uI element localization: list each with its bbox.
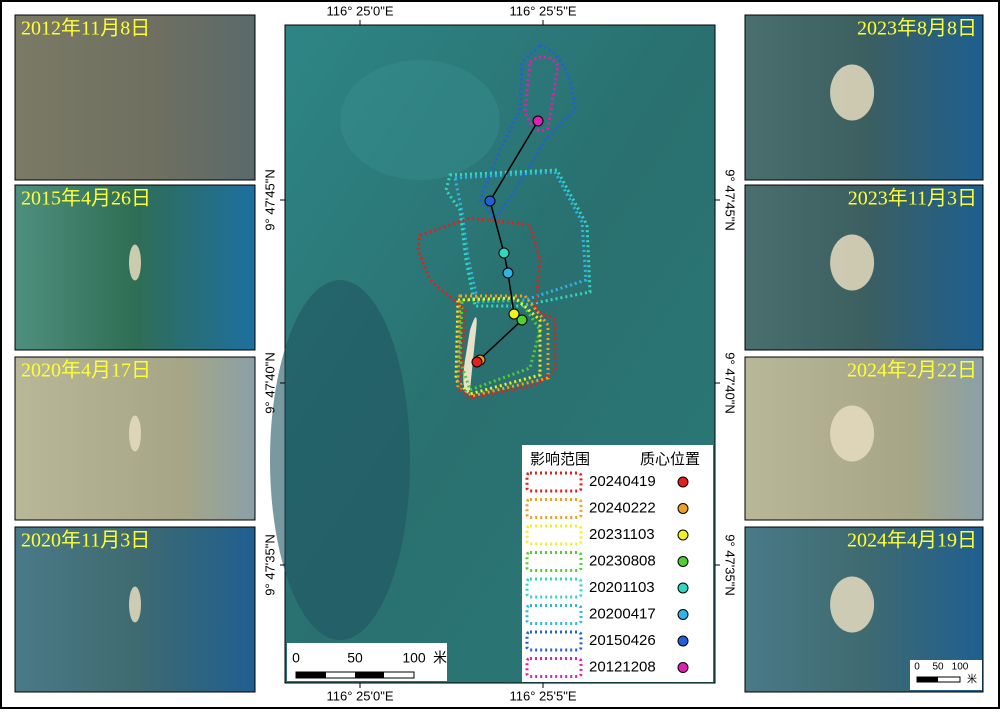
centroid (532, 115, 544, 127)
panel-date: 2023年8月8日 (857, 17, 977, 40)
scalebar-small-unit: 米 (967, 673, 977, 686)
scalebar-small-label: 100 (952, 662, 969, 673)
centroid (498, 247, 510, 259)
centroid (484, 195, 496, 207)
scalebar-small-label: 0 (914, 662, 920, 673)
legend-centroid (677, 529, 689, 541)
legend-centroid (677, 582, 689, 594)
lat-label: 9° 47'35"N (262, 534, 277, 595)
scalebar-unit: 米 (433, 650, 447, 666)
lat-label: 9° 47'40"N (723, 352, 738, 413)
image-panel (14, 14, 256, 181)
main-map: 116° 25'0"E 116° 25'5"E 116° 25'0"E 116°… (262, 3, 737, 703)
legend-label: 20231103 (589, 526, 655, 543)
centroid (508, 308, 520, 320)
sand-cay (830, 576, 875, 633)
panels: 2012年11月8日 2015年4月26日 2020年4月17日 2020年11月3日… (14, 14, 984, 693)
lat-label: 9° 47'40"N (262, 352, 277, 413)
scalebar-seg (355, 672, 384, 678)
sand-cay (129, 415, 141, 452)
scalebar-seg (296, 672, 326, 678)
panel-date: 2024年2月22日 (847, 359, 977, 382)
legend-label: 20240419 (589, 473, 656, 490)
reef-shadow (270, 280, 410, 640)
scalebar-label: 50 (347, 650, 363, 666)
lon-label: 116° 25'0"E (327, 688, 394, 703)
sand-cay (830, 234, 875, 291)
panel-date: 2024年4月19日 (847, 529, 977, 552)
sand-cay (830, 64, 875, 121)
legend-centroid (677, 476, 689, 488)
lat-label: 9° 47'35"N (723, 534, 738, 595)
scalebar-label: 100 (402, 650, 426, 666)
panel-date: 2023年11月3日 (848, 187, 977, 210)
extent-outline (523, 55, 560, 133)
sand-cay (830, 405, 875, 462)
legend-centroid (677, 609, 689, 620)
legend-header: 影响范围 (530, 451, 590, 468)
extent-outline (444, 168, 592, 308)
panel-date: 2020年11月3日 (21, 529, 150, 552)
legend-label: 20150426 (589, 632, 656, 649)
shoal (340, 60, 500, 180)
extent-outline (456, 294, 550, 398)
sand-cay (463, 317, 477, 391)
centroid (516, 314, 528, 326)
legend-label: 20230808 (589, 552, 656, 569)
scalebar-label: 0 (292, 650, 300, 666)
sand-cay (129, 244, 141, 281)
lat-label: 9° 47'45"N (723, 169, 738, 230)
lon-label: 116° 25'5"E (510, 688, 577, 703)
legend-centroid (677, 556, 689, 567)
lon-label: 116° 25'5"E (510, 3, 577, 18)
legend-label: 20201103 (589, 579, 655, 596)
extents (416, 43, 592, 400)
sand-cay (129, 586, 141, 623)
centroid (502, 267, 514, 279)
centroid (471, 356, 483, 368)
scalebar-small-box (910, 660, 982, 690)
lon-label: 116° 25'0"E (327, 3, 394, 18)
legend-header: 质心位置 (640, 451, 700, 468)
legend-centroid (677, 662, 689, 673)
panel-date: 2020年4月17日 (21, 359, 151, 382)
legend-centroid (677, 635, 689, 647)
legend-label: 20121208 (589, 658, 656, 675)
panel-date: 2012年11月8日 (21, 17, 150, 40)
panel-date: 2015年4月26日 (21, 187, 151, 210)
scalebar-small-seg (917, 677, 938, 682)
legend-entries: 20240419 20240222 20231103 20230808 20201103… (525, 471, 689, 678)
lat-label: 9° 47'45"N (262, 169, 277, 230)
tick-marks (280, 20, 720, 688)
extent-outline (454, 296, 542, 396)
legend-label: 20240222 (589, 499, 656, 516)
scalebar-small-label: 50 (932, 662, 944, 673)
legend-label: 20200417 (589, 605, 656, 622)
legend-centroid (677, 503, 689, 514)
centroids (471, 115, 544, 368)
